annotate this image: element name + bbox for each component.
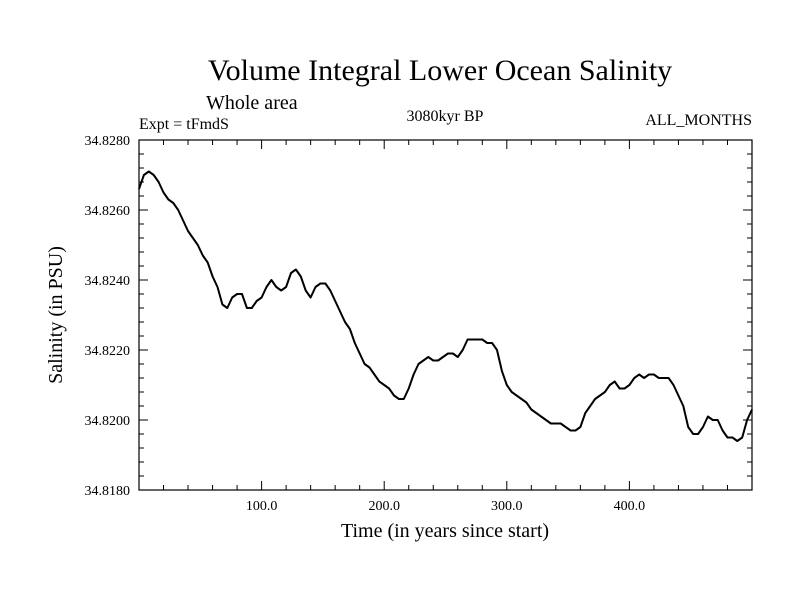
y-axis-label: Salinity (in PSU) bbox=[45, 246, 67, 384]
y-tick-label: 34.8240 bbox=[85, 274, 131, 289]
chart-subtitle: Whole area bbox=[206, 92, 298, 114]
y-axis-tick-labels: 34.8180 34.8200 34.8220 34.8240 34.8260 34.82… bbox=[85, 134, 131, 499]
months-label: ALL_MONTHS bbox=[645, 112, 752, 129]
x-axis-ticks bbox=[163, 140, 728, 490]
y-tick-label: 34.8200 bbox=[85, 414, 131, 429]
chart-title: Volume Integral Lower Ocean Salinity bbox=[208, 54, 672, 87]
x-tick-label: 100.0 bbox=[246, 499, 278, 514]
plot-frame bbox=[138, 139, 753, 491]
x-axis-tick-labels: 100.0 200.0 300.0 400.0 bbox=[246, 499, 645, 514]
x-tick-label: 400.0 bbox=[614, 499, 646, 514]
x-axis-label: Time (in years since start) bbox=[341, 520, 549, 542]
experiment-label: Expt = tFmdS bbox=[139, 116, 229, 133]
x-tick-label: 200.0 bbox=[368, 499, 400, 514]
period-label: 3080kyr BP bbox=[407, 108, 484, 125]
salinity-series-line bbox=[138, 170, 753, 442]
y-tick-label: 34.8280 bbox=[85, 134, 131, 149]
y-tick-label: 34.8260 bbox=[85, 204, 131, 219]
y-tick-label: 34.8180 bbox=[85, 484, 131, 499]
x-tick-label: 300.0 bbox=[491, 499, 523, 514]
y-axis-ticks bbox=[139, 153, 752, 477]
y-tick-label: 34.8220 bbox=[85, 344, 131, 359]
